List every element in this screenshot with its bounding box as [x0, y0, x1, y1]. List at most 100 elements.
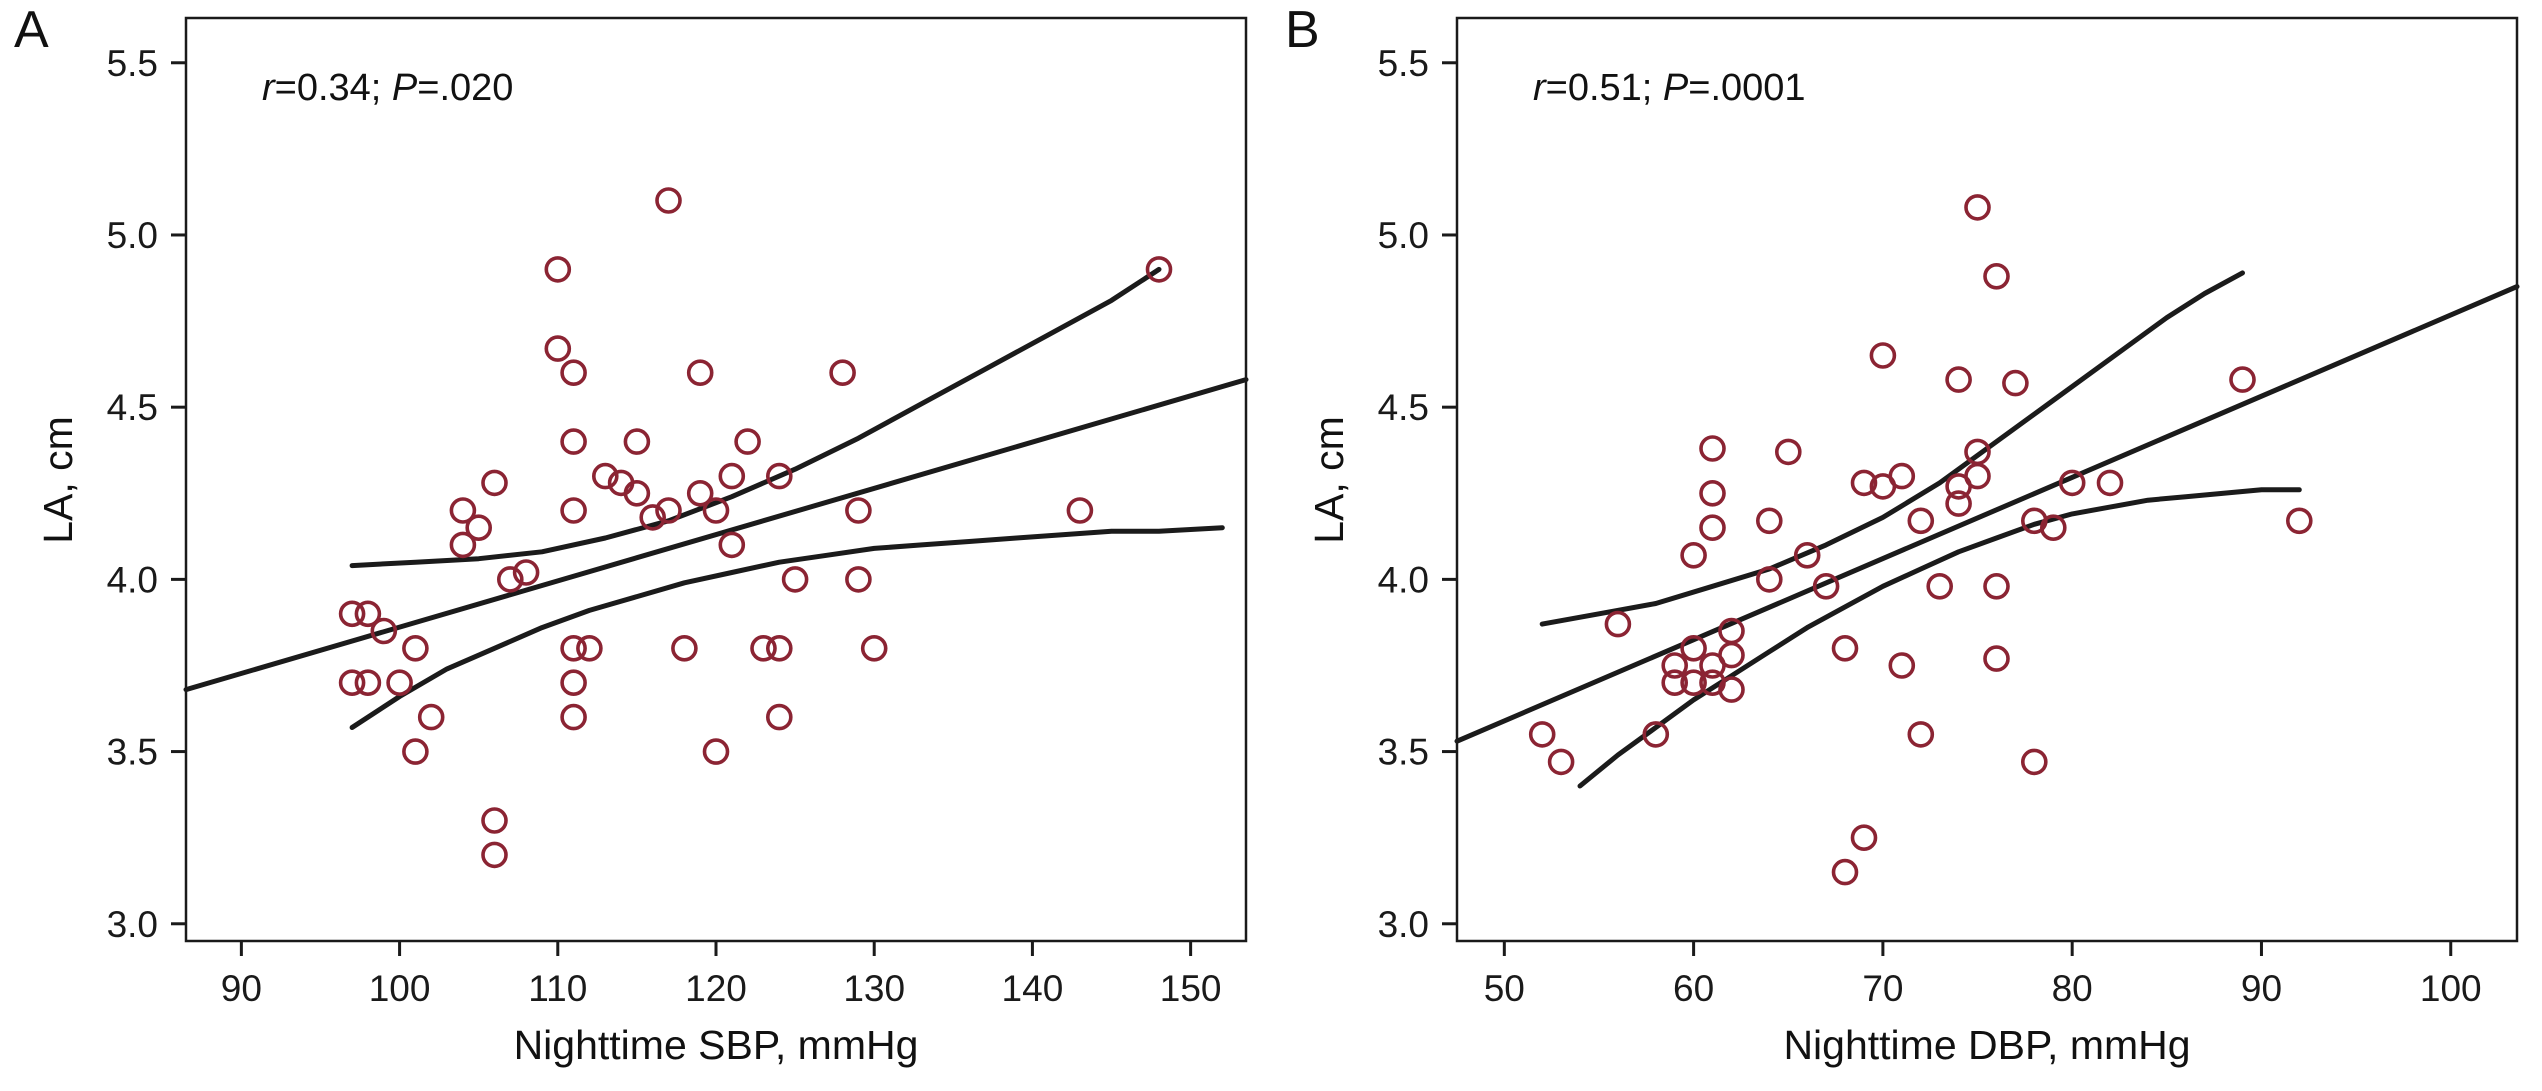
- svg-text:100: 100: [2420, 968, 2482, 1009]
- data-point: [354, 600, 382, 628]
- regression-line: [183, 377, 1249, 693]
- svg-text:3.5: 3.5: [107, 732, 158, 773]
- x-axis-ticks: 50 60 70 80 90 100: [1484, 941, 2482, 1009]
- data-point: [1926, 572, 1954, 600]
- data-point: [718, 531, 746, 559]
- data-point: [1604, 610, 1632, 638]
- panel-a-letter: A: [14, 1, 49, 59]
- data-point: [1699, 435, 1726, 462]
- data-point: [2096, 469, 2124, 497]
- data-point: [417, 703, 445, 731]
- panel-b-plot: 50 60 70 80 90 100 3.0 3.5 4.0 4.5 5.0 5.5: [1378, 16, 2520, 1009]
- lower-confidence-band: [349, 525, 1225, 730]
- svg-text:70: 70: [1862, 968, 1903, 1009]
- data-point: [781, 566, 809, 593]
- y-axis-ticks: 3.0 3.5 4.0 4.5 5.0 5.5: [1378, 43, 1457, 945]
- data-point: [544, 335, 572, 362]
- data-point: [1869, 342, 1897, 369]
- data-point: [1888, 652, 1916, 679]
- svg-text:4.0: 4.0: [1378, 559, 1429, 600]
- data-point: [402, 634, 429, 662]
- data-point: [560, 359, 587, 387]
- data-point: [338, 600, 366, 628]
- data-point: [845, 497, 872, 524]
- data-point: [2039, 514, 2067, 542]
- data-point: [544, 256, 572, 283]
- data-point: [560, 428, 587, 455]
- data-point: [702, 497, 730, 524]
- data-point: [1718, 676, 1745, 703]
- data-point: [560, 669, 587, 697]
- data-point: [1945, 490, 1972, 517]
- data-point: [2058, 469, 2086, 497]
- panel-b-stats-annotation: r=0.51; P=.0001: [1533, 66, 1806, 110]
- data-point: [829, 359, 856, 387]
- data-point: [1066, 497, 1094, 524]
- data-point: [512, 559, 540, 586]
- y-axis-ticks: 3.0 3.5 4.0 4.5 5.0 5.5: [107, 43, 186, 945]
- svg-text:130: 130: [843, 968, 905, 1009]
- panel-b: 50 60 70 80 90 100 3.0 3.5 4.0 4.5 5.0 5.5 B r=0.51…: [1271, 0, 2542, 1091]
- data-point: [686, 479, 714, 507]
- data-point: [1964, 462, 1991, 490]
- r-symbol: r: [262, 67, 275, 109]
- data-point: [1680, 634, 1707, 662]
- data-point: [1661, 669, 1689, 697]
- data-point: [718, 462, 746, 490]
- data-point: [655, 187, 682, 214]
- svg-text:5.0: 5.0: [1378, 215, 1429, 256]
- data-point: [2002, 369, 2029, 397]
- fit-lines: [1454, 270, 2520, 789]
- data-point: [750, 634, 777, 662]
- data-point: [449, 497, 477, 524]
- data-point: [845, 566, 872, 593]
- panel-a-stats-annotation: r=0.34; P=.020: [262, 66, 513, 110]
- data-point: [1547, 748, 1575, 776]
- data-point: [1145, 256, 1173, 283]
- svg-text:3.5: 3.5: [1378, 732, 1429, 773]
- data-point: [560, 497, 587, 524]
- data-point: [1680, 541, 1707, 569]
- data-point: [2286, 507, 2313, 535]
- data-point: [1699, 479, 1726, 507]
- data-point: [481, 469, 508, 497]
- data-point: [1983, 262, 2010, 290]
- data-point: [1699, 514, 1726, 542]
- data-point: [1831, 634, 1859, 662]
- scatter-points: [1528, 194, 2313, 886]
- data-point: [1850, 469, 1878, 497]
- svg-text:140: 140: [1002, 968, 1064, 1009]
- data-point: [1755, 566, 1783, 593]
- panel-b-letter: B: [1285, 1, 1320, 59]
- data-point: [560, 703, 587, 731]
- r-value: =0.34;: [274, 67, 392, 109]
- p-symbol: P: [391, 67, 418, 109]
- p-value: =.020: [417, 67, 514, 109]
- panel-b-x-axis-label: Nighttime DBP, mmHg: [1783, 1022, 2191, 1068]
- fit-lines: [183, 266, 1249, 730]
- data-point: [1945, 366, 1972, 393]
- data-point: [734, 428, 761, 455]
- svg-text:90: 90: [221, 968, 262, 1009]
- data-point: [655, 497, 682, 524]
- data-point: [576, 634, 603, 662]
- p-symbol: P: [1662, 67, 1689, 109]
- data-point: [1680, 669, 1707, 697]
- data-point: [481, 841, 508, 869]
- svg-text:150: 150: [1160, 968, 1222, 1009]
- data-point: [338, 669, 366, 697]
- data-point: [354, 669, 382, 697]
- data-point: [2229, 366, 2256, 393]
- panel-a-x-axis-label: Nighttime SBP, mmHg: [513, 1022, 919, 1068]
- data-point: [496, 566, 524, 593]
- data-point: [639, 504, 667, 531]
- data-point: [765, 634, 793, 662]
- lower-confidence-band: [1577, 487, 2302, 789]
- data-point: [671, 634, 698, 662]
- data-point: [1983, 645, 2010, 672]
- regression-line: [1454, 284, 2520, 744]
- data-point: [386, 669, 413, 697]
- svg-text:3.0: 3.0: [1378, 904, 1429, 945]
- data-point: [449, 531, 477, 559]
- data-point: [765, 462, 793, 490]
